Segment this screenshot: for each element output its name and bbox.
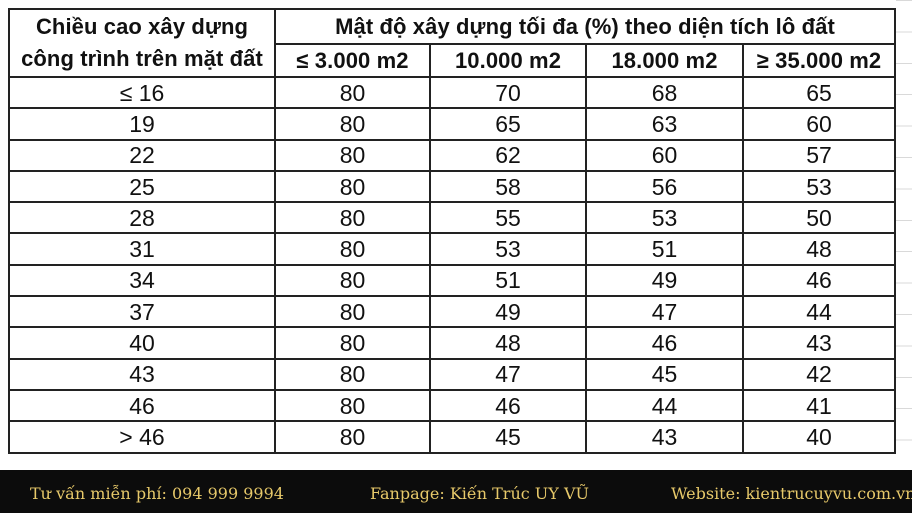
fanpage-text: Fanpage: Kiến Trúc UY VŨ	[370, 484, 589, 503]
value-cell: 80	[274, 232, 431, 266]
value-cell: 80	[274, 420, 431, 454]
table-row: 46 80 46 44 41	[8, 388, 897, 423]
value-cell: 43	[585, 420, 744, 454]
value-cell: 57	[741, 138, 897, 172]
column-header: 18.000 m2	[585, 43, 744, 78]
value-cell: 80	[274, 169, 431, 204]
value-cell: 41	[741, 388, 897, 423]
value-cell: 80	[274, 75, 431, 110]
height-cell: ≤ 16	[8, 75, 276, 110]
value-cell: 80	[274, 107, 431, 141]
value-cell: 68	[585, 75, 744, 110]
value-cell: 65	[741, 75, 897, 110]
table-row: 22 80 62 60 57	[8, 138, 897, 172]
row-header-line-2: công trình trên mặt đất	[21, 46, 263, 71]
table-row: 28 80 55 53 50	[8, 201, 897, 235]
value-cell: 46	[585, 326, 744, 360]
value-cell: 47	[585, 295, 744, 329]
value-cell: 80	[274, 263, 431, 298]
value-cell: 46	[741, 263, 897, 298]
height-cell: 40	[8, 326, 276, 360]
value-cell: 49	[585, 263, 744, 298]
value-cell: 46	[429, 388, 587, 423]
value-cell: 60	[585, 138, 744, 172]
value-cell: 42	[741, 357, 897, 391]
value-cell: 63	[585, 107, 744, 141]
contact-footer: Tư vấn miễn phí: 094 999 9994 Fanpage: K…	[0, 470, 912, 513]
table-row: 25 80 58 56 53	[8, 169, 897, 204]
value-cell: 53	[585, 201, 744, 235]
value-cell: 62	[429, 138, 587, 172]
height-cell: 22	[8, 138, 276, 172]
table-row: 40 80 48 46 43	[8, 326, 897, 360]
value-cell: 43	[741, 326, 897, 360]
row-header-cell: Chiều cao xây dựng công trình trên mặt đ…	[8, 8, 276, 78]
height-cell: 34	[8, 263, 276, 298]
group-header: Mật độ xây dựng tối đa (%) theo diện tíc…	[273, 8, 897, 45]
gridlines	[896, 0, 912, 470]
building-density-table: Chiều cao xây dựng công trình trên mặt đ…	[8, 8, 897, 454]
value-cell: 51	[585, 232, 744, 266]
table-row: 19 80 65 63 60	[8, 107, 897, 141]
value-cell: 44	[585, 388, 744, 423]
value-cell: 60	[741, 107, 897, 141]
value-cell: 58	[429, 169, 587, 204]
table-row: 31 80 53 51 48	[8, 232, 897, 266]
spreadsheet-area: Chiều cao xây dựng công trình trên mặt đ…	[8, 0, 912, 470]
table-row: 43 80 47 45 42	[8, 357, 897, 391]
value-cell: 80	[274, 138, 431, 172]
consult-phone-text: Tư vấn miễn phí: 094 999 9994	[30, 484, 284, 503]
value-cell: 80	[274, 201, 431, 235]
value-cell: 48	[429, 326, 587, 360]
value-cell: 40	[741, 420, 897, 454]
height-cell: 46	[8, 388, 276, 423]
value-cell: 70	[429, 75, 587, 110]
height-cell: 31	[8, 232, 276, 266]
value-cell: 49	[429, 295, 587, 329]
height-cell: > 46	[8, 420, 276, 454]
value-cell: 80	[274, 388, 431, 423]
table-row: > 46 80 45 43 40	[8, 420, 897, 454]
value-cell: 55	[429, 201, 587, 235]
table-row: 37 80 49 47 44	[8, 295, 897, 329]
value-cell: 47	[429, 357, 587, 391]
height-cell: 43	[8, 357, 276, 391]
table-row: ≤ 16 80 70 68 65	[8, 75, 897, 110]
table-row: 34 80 51 49 46	[8, 263, 897, 298]
value-cell: 44	[741, 295, 897, 329]
website-text: Website: kientrucuyvu.com.vn	[671, 484, 912, 503]
value-cell: 80	[274, 326, 431, 360]
value-cell: 50	[741, 201, 897, 235]
value-cell: 65	[429, 107, 587, 141]
value-cell: 56	[585, 169, 744, 204]
value-cell: 45	[429, 420, 587, 454]
value-cell: 48	[741, 232, 897, 266]
row-header-line-1: Chiều cao xây dựng	[35, 14, 249, 39]
value-cell: 51	[429, 263, 587, 298]
value-cell: 53	[429, 232, 587, 266]
column-header: ≤ 3.000 m2	[274, 43, 431, 78]
height-cell: 25	[8, 169, 276, 204]
value-cell: 80	[274, 295, 431, 329]
value-cell: 80	[274, 357, 431, 391]
height-cell: 19	[8, 107, 276, 141]
value-cell: 53	[741, 169, 897, 204]
height-cell: 28	[8, 201, 276, 235]
value-cell: 45	[585, 357, 744, 391]
column-header: ≥ 35.000 m2	[741, 43, 897, 78]
height-cell: 37	[8, 295, 276, 329]
column-header: 10.000 m2	[429, 43, 587, 78]
